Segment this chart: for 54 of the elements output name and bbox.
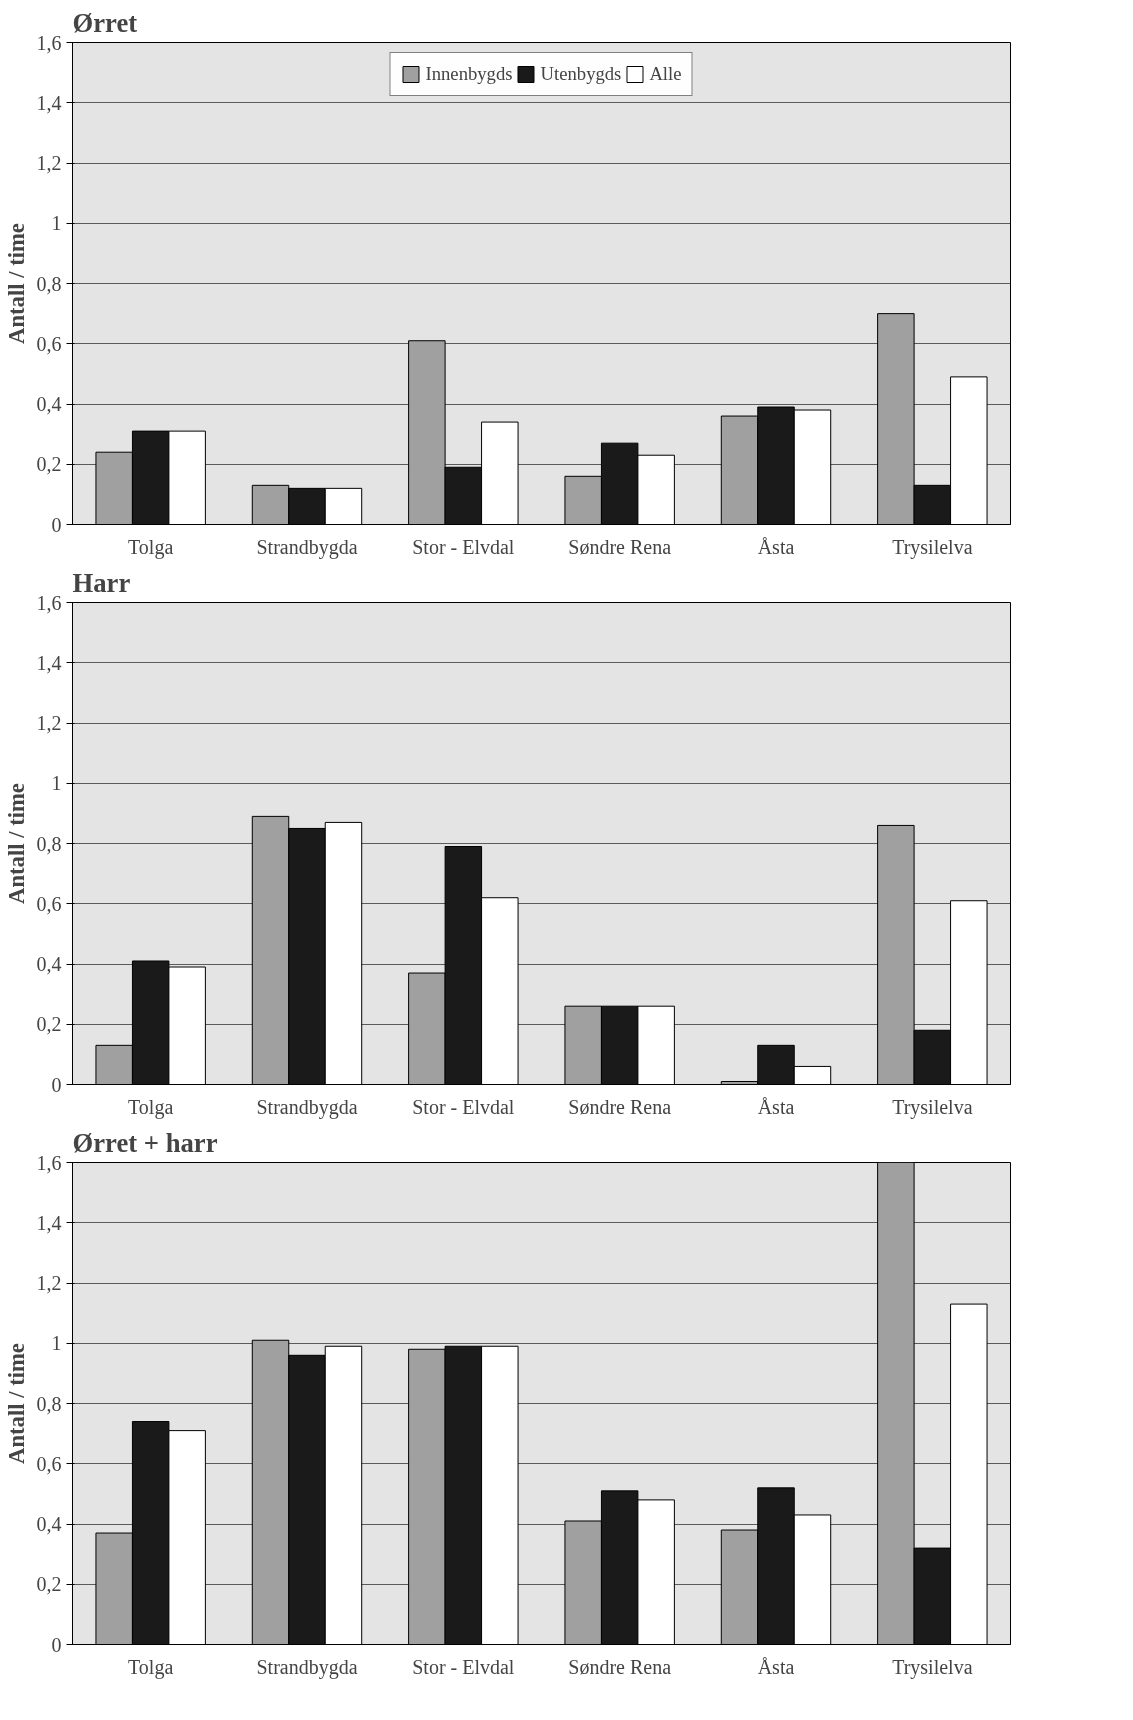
- y-axis-title: Antall / time: [3, 783, 29, 904]
- chart-title: Ørret: [72, 7, 138, 38]
- x-tick-label: Åsta: [757, 1095, 795, 1118]
- y-tick-label: 0,8: [36, 272, 62, 295]
- y-tick-label: 0,8: [36, 832, 62, 855]
- y-tick-label: 1,4: [36, 651, 62, 674]
- legend-label: Innenbygds: [425, 63, 513, 85]
- x-tick-label: Åsta: [757, 1655, 795, 1678]
- y-tick-label: 0: [51, 513, 62, 536]
- x-tick-label: Trysilelva: [892, 535, 973, 559]
- y-tick-label: 0,6: [36, 1452, 62, 1475]
- x-tick-label: Åsta: [757, 535, 795, 558]
- x-tick-label: Trysilelva: [892, 1655, 973, 1679]
- y-tick-label: 1,4: [36, 1211, 62, 1234]
- x-tick-label: Stor - Elvdal: [412, 1655, 515, 1678]
- y-tick-label: 0,2: [36, 1573, 62, 1596]
- y-tick-label: 1,6: [36, 31, 62, 54]
- y-axis-title: Antall / time: [3, 1343, 29, 1464]
- y-tick-label: 1,2: [36, 1272, 62, 1294]
- y-tick-label: 1,6: [36, 591, 62, 614]
- x-tick-label: Tolga: [128, 1095, 174, 1119]
- y-tick-label: 0: [51, 1633, 62, 1656]
- x-tick-label: Søndre Rena: [568, 1095, 672, 1118]
- x-tick-label: Strandbygda: [256, 1095, 358, 1119]
- x-tick-label: Trysilelva: [892, 1095, 973, 1119]
- y-tick-label: 1: [51, 212, 62, 235]
- y-tick-label: 0,6: [36, 332, 62, 355]
- x-tick-label: Strandbygda: [256, 1655, 358, 1679]
- y-axis-title: Antall / time: [3, 223, 29, 344]
- x-tick-label: Strandbygda: [256, 535, 358, 559]
- y-tick-label: 1,2: [36, 712, 62, 734]
- legend-label: Alle: [649, 63, 682, 85]
- y-tick-label: 0,4: [36, 1513, 62, 1535]
- x-tick-label: Tolga: [128, 535, 174, 559]
- y-tick-label: 0: [51, 1073, 62, 1096]
- y-tick-label: 1,4: [36, 91, 62, 114]
- y-tick-label: 0,2: [36, 1013, 62, 1036]
- y-tick-label: 1: [51, 772, 62, 795]
- y-tick-label: 0,4: [36, 393, 62, 415]
- y-tick-label: 0,2: [36, 453, 62, 476]
- x-tick-label: Stor - Elvdal: [412, 535, 515, 558]
- y-tick-label: 0,8: [36, 1392, 62, 1415]
- y-tick-label: 0,6: [36, 892, 62, 915]
- x-tick-label: Søndre Rena: [568, 535, 672, 558]
- y-tick-label: 1: [51, 1332, 62, 1355]
- x-tick-label: Stor - Elvdal: [412, 1095, 515, 1118]
- legend-label: Utenbygds: [540, 63, 622, 85]
- y-tick-label: 0,4: [36, 953, 62, 975]
- y-tick-label: 1,2: [36, 152, 62, 174]
- chart-title: Harr: [72, 567, 131, 598]
- x-tick-label: Tolga: [128, 1655, 174, 1679]
- chart-title: Ørret + harr: [72, 1127, 218, 1158]
- y-tick-label: 1,6: [36, 1151, 62, 1174]
- x-tick-label: Søndre Rena: [568, 1655, 672, 1678]
